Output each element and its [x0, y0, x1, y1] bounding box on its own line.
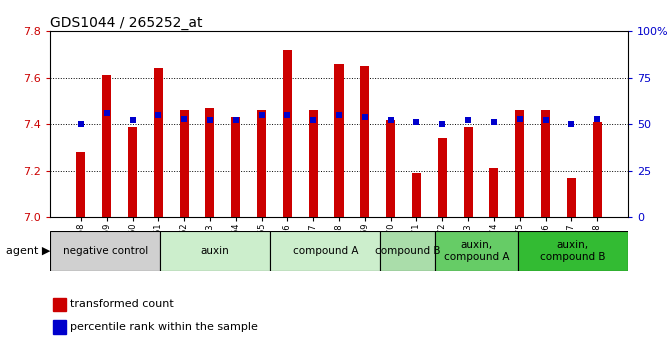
Text: compound A: compound A — [293, 246, 358, 256]
Bar — [231, 117, 240, 217]
Bar — [518, 231, 628, 271]
Text: GDS1044 / 265252_at: GDS1044 / 265252_at — [50, 16, 202, 30]
Text: auxin,
compound B: auxin, compound B — [540, 240, 606, 262]
Bar — [360, 66, 369, 217]
Bar — [464, 127, 472, 217]
Point — [463, 118, 474, 123]
Text: negative control: negative control — [63, 246, 148, 256]
Bar — [309, 110, 318, 217]
Point — [566, 121, 576, 127]
Bar — [160, 231, 271, 271]
Point — [179, 116, 190, 121]
Point — [411, 120, 422, 125]
Point — [333, 112, 345, 118]
Bar — [335, 63, 343, 217]
Bar — [76, 152, 86, 217]
Point — [437, 121, 448, 127]
Point — [514, 116, 525, 121]
Point — [540, 118, 551, 123]
Bar — [50, 231, 160, 271]
Bar — [271, 231, 380, 271]
Point — [592, 116, 603, 121]
Point — [282, 112, 293, 118]
Bar — [515, 110, 524, 217]
Bar — [380, 231, 436, 271]
Bar — [180, 110, 188, 217]
Text: agent ▶: agent ▶ — [6, 246, 50, 256]
Point — [359, 114, 370, 119]
Bar — [53, 298, 65, 311]
Bar — [257, 110, 266, 217]
Bar — [490, 168, 498, 217]
Point — [102, 110, 112, 116]
Text: compound B: compound B — [375, 246, 441, 256]
Point — [257, 112, 267, 118]
Bar — [386, 119, 395, 217]
Text: percentile rank within the sample: percentile rank within the sample — [70, 322, 259, 332]
Bar — [541, 110, 550, 217]
Bar — [53, 320, 65, 334]
Point — [488, 120, 499, 125]
Bar — [154, 68, 163, 217]
Bar — [593, 122, 602, 217]
Bar — [283, 50, 292, 217]
Text: transformed count: transformed count — [70, 299, 174, 309]
Point — [385, 118, 396, 123]
Bar — [102, 75, 111, 217]
Bar — [438, 138, 447, 217]
Text: auxin: auxin — [201, 246, 230, 256]
Point — [308, 118, 319, 123]
Point — [75, 121, 86, 127]
Text: auxin,
compound A: auxin, compound A — [444, 240, 509, 262]
Bar — [436, 231, 518, 271]
Point — [153, 112, 164, 118]
Point — [204, 118, 215, 123]
Bar — [567, 178, 576, 217]
Bar — [128, 127, 137, 217]
Point — [127, 118, 138, 123]
Bar — [412, 173, 421, 217]
Bar — [206, 108, 214, 217]
Point — [230, 118, 241, 123]
